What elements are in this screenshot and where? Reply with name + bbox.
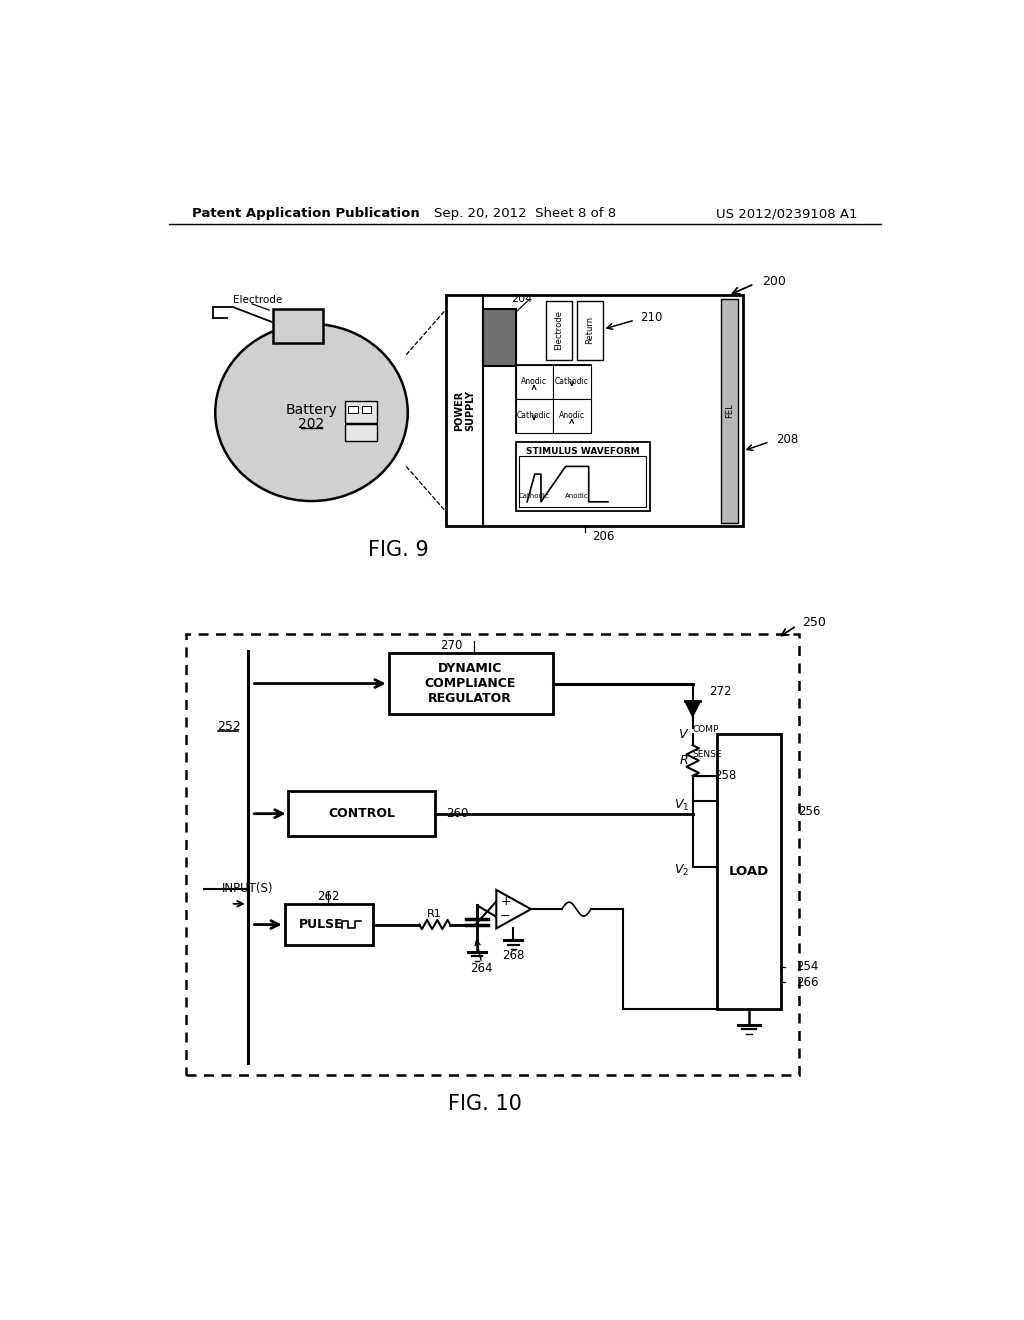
Ellipse shape [215,323,408,502]
Text: POWER
SUPPLY: POWER SUPPLY [454,391,475,432]
Bar [553,364,591,399]
Text: 272: 272 [710,685,732,698]
Text: US 2012/0239108 A1: US 2012/0239108 A1 [716,207,857,220]
Text: Anodic: Anodic [521,378,547,387]
Text: Cathodic: Cathodic [517,411,551,420]
Text: 260: 260 [446,807,469,820]
Text: $V$: $V$ [678,727,689,741]
Text: Anodic: Anodic [559,411,585,420]
Text: −: − [500,911,511,924]
Text: Electrode: Electrode [233,296,283,305]
Text: Battery: Battery [286,403,337,417]
Text: 200: 200 [762,275,785,288]
Bar [285,904,373,945]
Polygon shape [685,701,700,717]
Bar [515,399,553,433]
Text: 250: 250 [802,616,826,630]
Text: CONTROL: CONTROL [328,807,395,820]
Text: 210: 210 [640,312,663,325]
Text: 206: 206 [593,529,615,543]
Text: $R$: $R$ [679,754,689,767]
Text: FIG. 9: FIG. 9 [369,540,429,560]
Bar [273,309,323,343]
Text: 202: 202 [298,417,325,432]
Bar [446,296,483,527]
Text: Electrode: Electrode [554,310,563,350]
Text: LOAD: LOAD [729,865,769,878]
Text: 268: 268 [502,949,524,962]
Polygon shape [497,890,531,928]
Bar [483,309,515,367]
Text: FEL: FEL [725,404,734,418]
Bar [553,399,591,433]
Text: 208: 208 [776,433,798,446]
Text: 256: 256 [798,805,820,818]
Text: STIMULUS WAVEFORM: STIMULUS WAVEFORM [525,446,639,455]
Bar [721,300,738,523]
Bar [515,364,591,433]
Bar [388,653,553,714]
Text: Return: Return [585,315,594,345]
Text: R1: R1 [427,908,442,919]
Text: 254: 254 [797,961,819,973]
Text: 270: 270 [440,639,463,652]
Text: Anodic: Anodic [564,492,588,499]
Text: DYNAMIC
COMPLIANCE
REGULATOR: DYNAMIC COMPLIANCE REGULATOR [424,663,516,705]
Text: 264: 264 [470,962,493,975]
Text: 258: 258 [714,770,736,783]
Text: COMP: COMP [692,726,719,734]
Text: 266: 266 [797,975,819,989]
Bar [519,455,646,507]
Text: 204: 204 [511,294,532,305]
Text: Sep. 20, 2012  Sheet 8 of 8: Sep. 20, 2012 Sheet 8 of 8 [434,207,615,220]
Bar [361,407,371,412]
Bar [547,301,571,360]
Text: Cathodic: Cathodic [519,492,550,499]
Text: Cathodic: Cathodic [555,378,589,387]
Text: SENSE: SENSE [692,750,722,759]
Bar [289,792,435,836]
Text: +: + [500,895,511,908]
Bar [345,424,377,441]
Bar [515,442,650,511]
Text: $V_1$: $V_1$ [674,797,689,813]
Bar [345,401,377,422]
Text: 252: 252 [217,721,241,733]
Text: INPUT(S): INPUT(S) [221,882,273,895]
Bar [186,635,799,1074]
Text: $V_2$: $V_2$ [674,863,689,878]
Bar [515,364,553,399]
Bar [717,734,781,1010]
Text: Patent Application Publication: Patent Application Publication [193,207,420,220]
Bar [578,301,602,360]
Text: FIG. 10: FIG. 10 [447,1094,521,1114]
Text: 262: 262 [317,890,340,903]
Text: PULSE: PULSE [298,917,343,931]
Bar [348,407,357,412]
Text: C1: C1 [494,913,509,924]
Bar [446,296,742,527]
